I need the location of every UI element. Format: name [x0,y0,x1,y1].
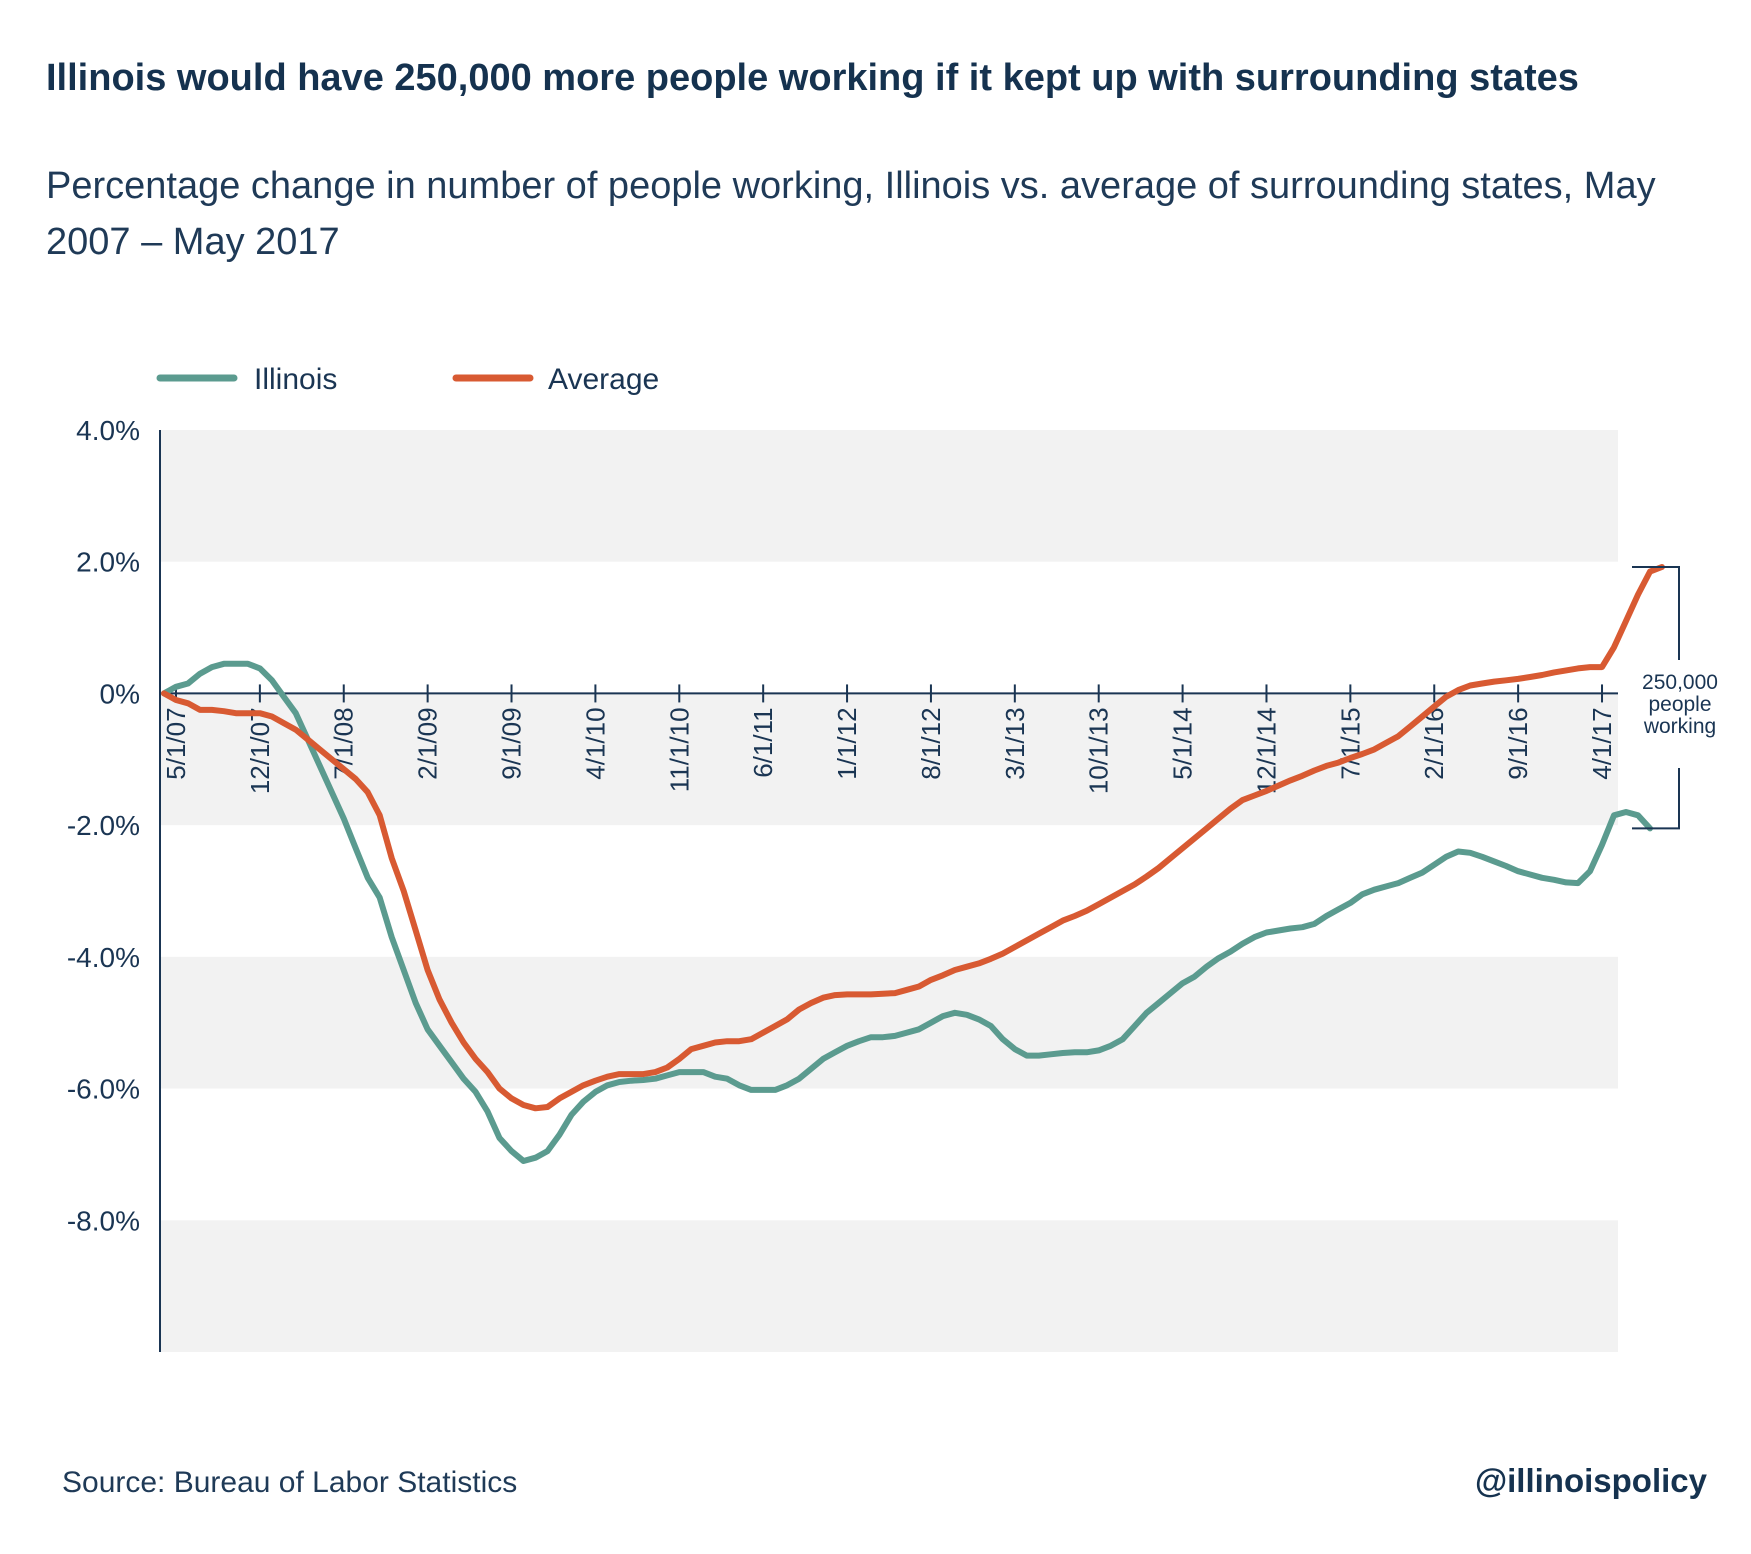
chart-subtitle: Percentage change in number of people wo… [46,165,1656,263]
grid-band [160,956,1618,1089]
gap-annotation-line-2: people [1648,693,1711,716]
x-tick-label: 2/1/09 [413,707,443,779]
source-note: Source: Bureau of Labor Statistics [62,1466,518,1499]
grid-band [160,1220,1618,1352]
y-tick-label: 4.0% [76,415,140,446]
background-bands [160,430,1618,1352]
y-tick-label: -8.0% [67,1205,140,1236]
x-tick-label: 9/1/16 [1503,707,1533,779]
x-tick-label: 5/1/07 [161,707,191,779]
twitter-handle: @illinoispolicy [1474,1462,1707,1499]
axes [159,430,1618,1352]
y-axis-ticks: 4.0% 2.0% 0% -2.0% -4.0% -6.0% -8.0% [67,415,140,1236]
y-tick-label: -4.0% [67,942,140,973]
x-tick-label: 3/1/13 [1000,707,1030,779]
series-lines [161,564,1665,1164]
gap-annotation-line-1: 250,000 [1642,671,1718,694]
x-tick-label: 8/1/12 [916,707,946,779]
y-tick-label: -6.0% [67,1074,140,1105]
x-tick-label: 1/1/12 [832,707,862,779]
series-line-average [161,564,1665,1112]
x-tick-label: 12/1/07 [245,707,275,794]
x-tick-label: 9/1/09 [497,707,527,779]
x-tick-label: 5/1/14 [1168,707,1198,779]
x-tick-label: 10/1/13 [1084,707,1114,794]
y-tick-label: 2.0% [76,547,140,578]
grid-band [160,693,1618,826]
chart-title: Illinois would have 250,000 more people … [46,57,1579,99]
y-tick-label: -2.0% [67,810,140,841]
legend-label-average: Average [548,363,659,396]
x-tick-label: 6/1/11 [748,707,778,777]
y-tick-label: 0% [100,678,140,709]
gap-bracket [1632,566,1680,830]
x-axis-ticks: 5/1/07 12/1/07 7/1/08 2/1/09 9/1/09 4/1/10 11/… [161,684,1617,794]
legend-label-illinois: Illinois [254,363,337,396]
gap-annotation: 250,000 people working [1632,566,1718,830]
x-tick-label: 7/1/15 [1335,707,1365,779]
x-tick-label: 11/1/10 [664,707,694,792]
grid-band [160,430,1618,562]
series-line-illinois [161,660,1653,1164]
x-tick-label: 4/1/10 [580,707,610,779]
x-tick-label: 4/1/17 [1587,707,1617,779]
gap-annotation-line-3: working [1643,715,1716,738]
x-tick-label: 12/1/14 [1251,707,1281,794]
x-tick-label: 2/1/16 [1419,707,1449,779]
legend: Illinois Average [156,363,659,396]
